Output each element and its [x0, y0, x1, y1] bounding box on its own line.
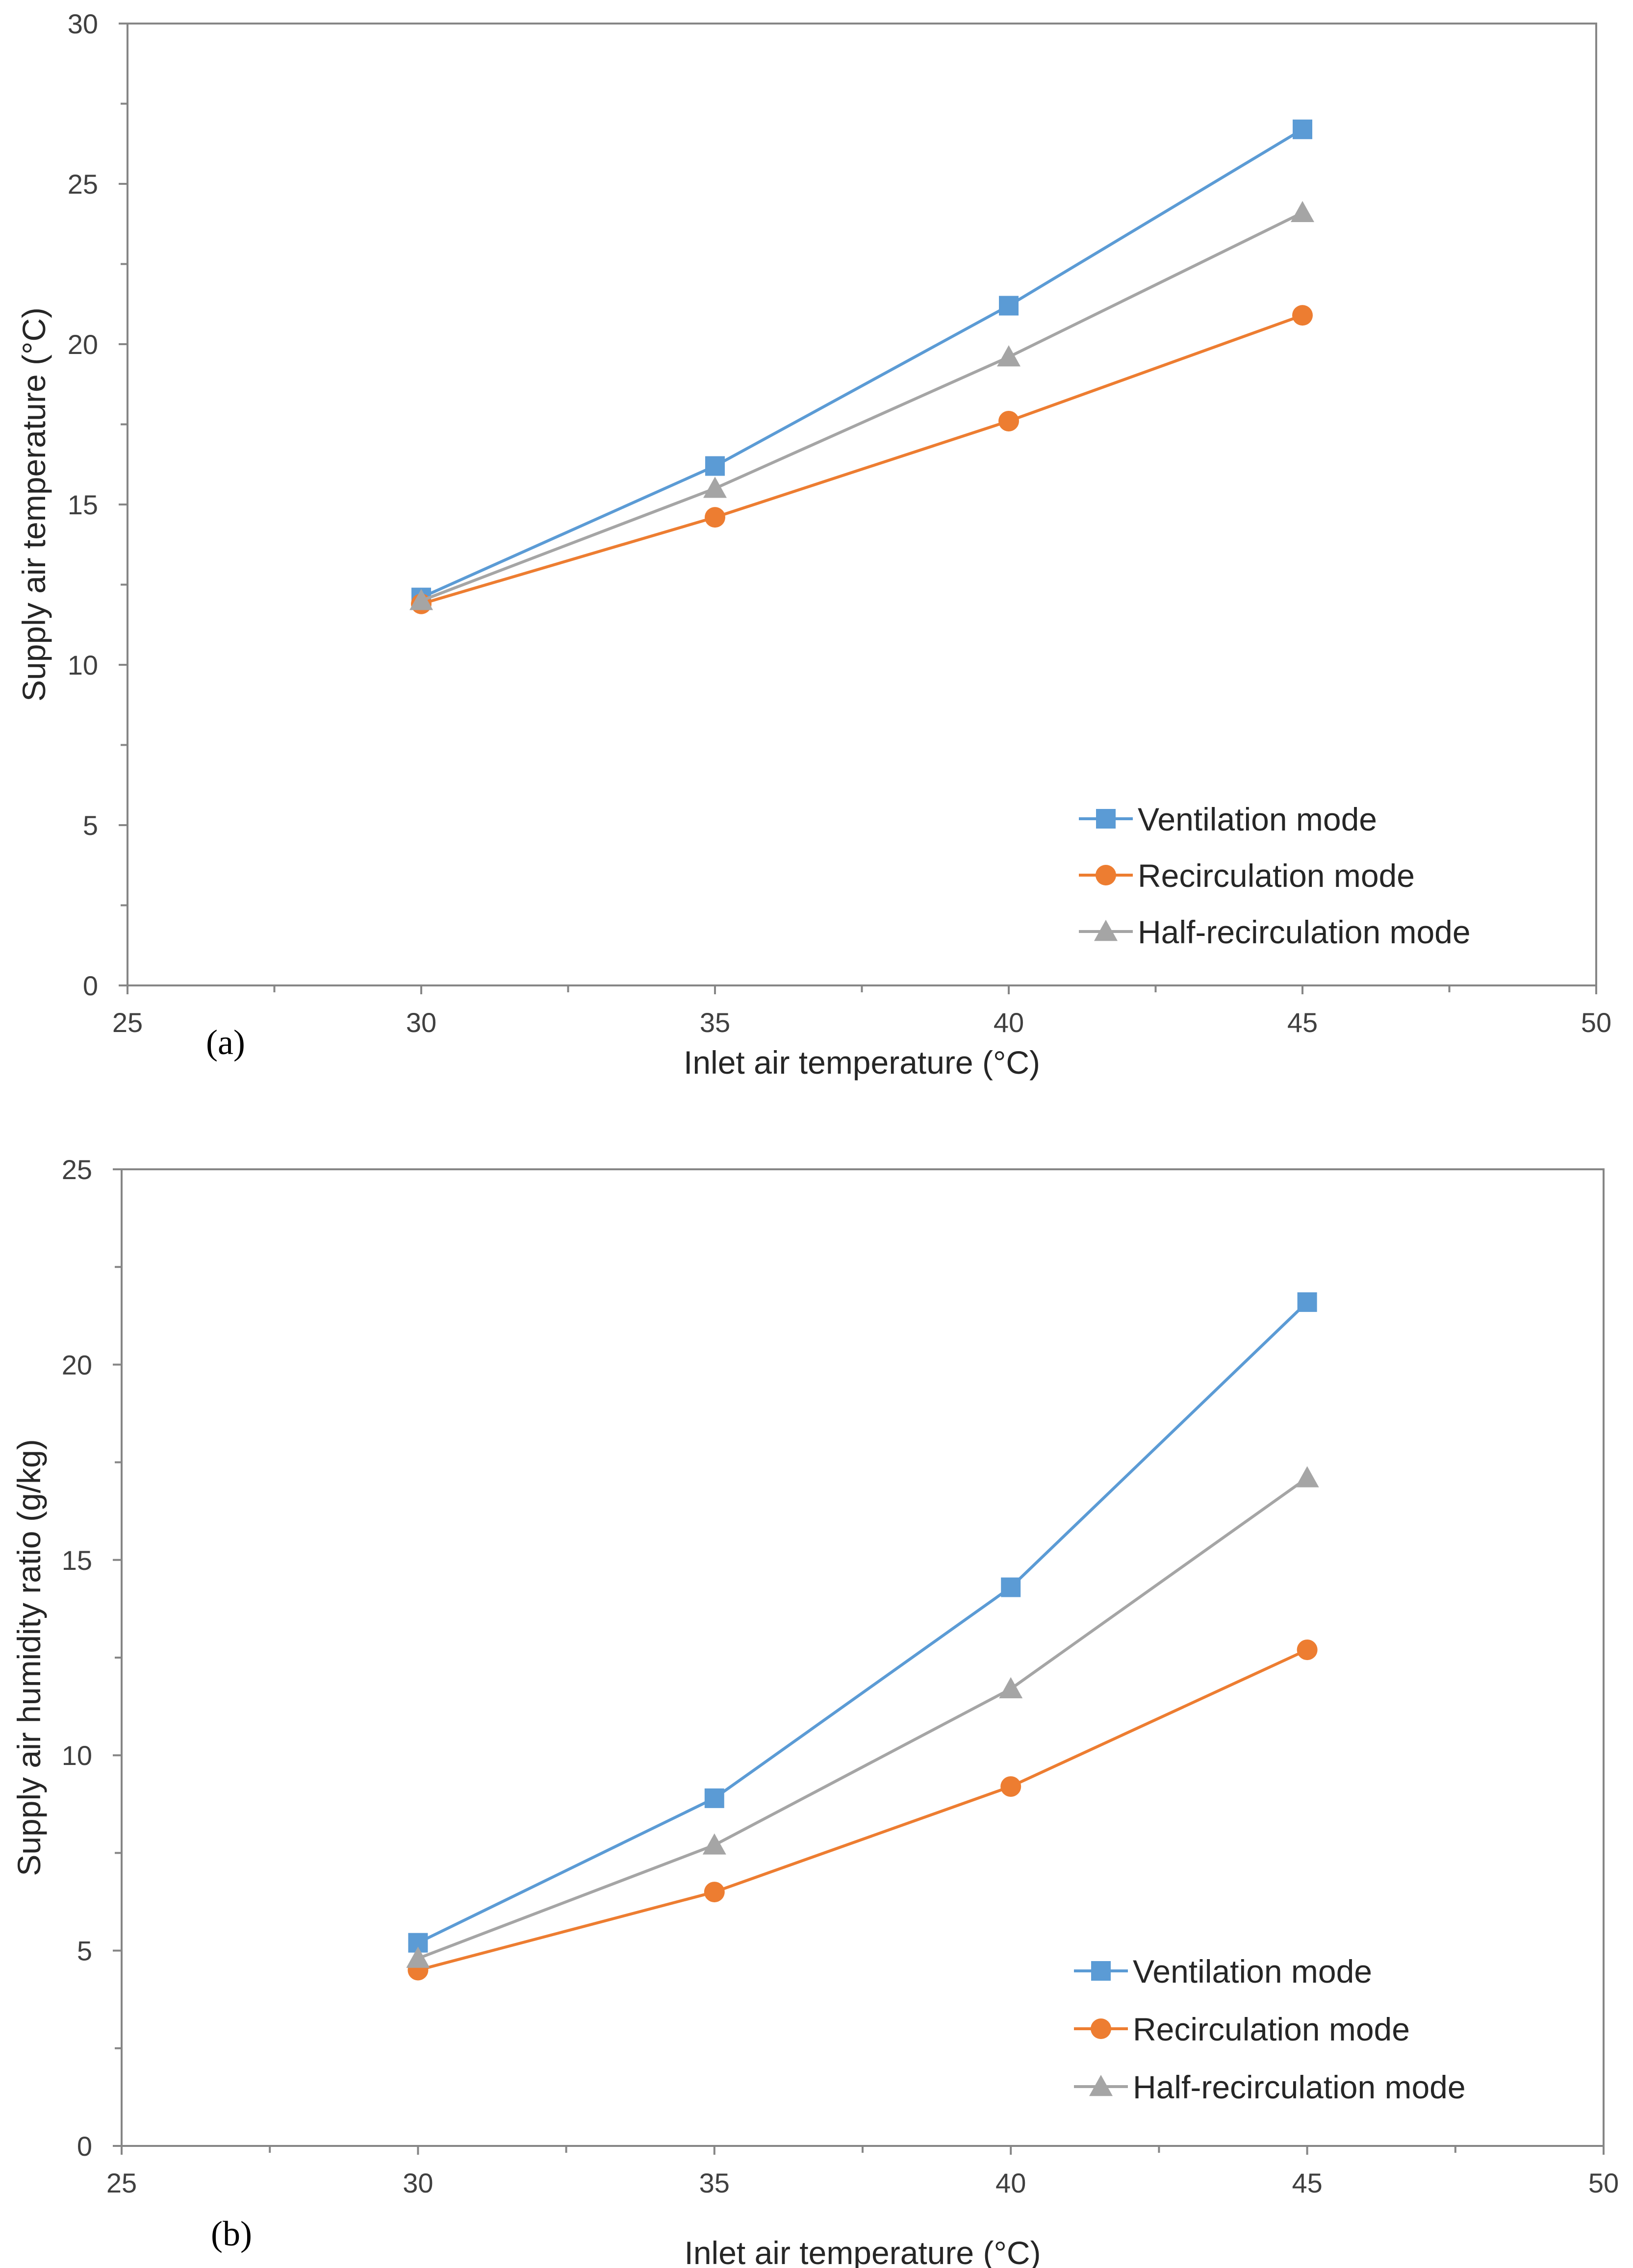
- legend-item-half-recirculation-mode: Half-recirculation mode: [1074, 2069, 1466, 2105]
- series-line-half-recirculation-mode: [417, 1477, 1308, 1960]
- legend-label: Half-recirculation mode: [1138, 914, 1471, 950]
- y-tick-label: 15: [62, 1545, 92, 1576]
- data-point-recirculation-mode: [1292, 305, 1313, 326]
- data-point-half-recirculation-mode: [997, 345, 1021, 367]
- legend-item-recirculation-mode: Recirculation mode: [1074, 2011, 1410, 2047]
- x-tick-label: 40: [994, 1007, 1024, 1038]
- x-tick-label: 25: [112, 1007, 143, 1038]
- legend-marker-recirculation-mode: [1096, 865, 1116, 885]
- legend-item-ventilation-mode: Ventilation mode: [1079, 801, 1377, 837]
- chart-b-supply-air-humidity-ratio: 25 30 35 40 45 50 0 5 10 15 20 25 Inlet air temperat…: [11, 1154, 1619, 2268]
- y-tick-label: 5: [77, 1936, 92, 1966]
- data-point-half-recirculation-mode: [703, 477, 727, 498]
- y-tick-label: 20: [68, 329, 98, 360]
- x-tick-label: 30: [403, 2167, 433, 2198]
- data-point-half-recirculation-mode: [1291, 201, 1314, 223]
- data-point-half-recirculation-mode: [1295, 1466, 1319, 1487]
- legend-item-recirculation-mode: Recirculation mode: [1079, 857, 1415, 894]
- data-point-ventilation-mode: [1001, 1577, 1021, 1597]
- data-point-half-recirculation-mode: [409, 589, 433, 610]
- x-tick-label: 45: [1287, 1007, 1318, 1038]
- legend-marker-recirculation-mode: [1091, 2018, 1111, 2039]
- y-axis-title: Supply air temperature (°C): [16, 307, 52, 702]
- chart-a-supply-air-temperature: 25 30 35 40 45 50 0 5 10 15 20 25 30 Inlet air temper…: [16, 8, 1611, 1081]
- series-ventilation-mode: [411, 119, 1312, 607]
- y-tick-label: 25: [62, 1154, 92, 1185]
- data-point-recirculation-mode: [704, 1882, 725, 1903]
- y-tick-label: 10: [62, 1740, 92, 1771]
- x-tick-label: 50: [1581, 1007, 1611, 1038]
- legend-item-ventilation-mode: Ventilation mode: [1074, 1953, 1372, 1990]
- legend-marker-ventilation-mode: [1096, 809, 1116, 829]
- legend-label: Half-recirculation mode: [1133, 2069, 1466, 2105]
- data-point-recirculation-mode: [1000, 1776, 1021, 1797]
- series-line-ventilation-mode: [420, 128, 1303, 599]
- x-tick-label: 45: [1292, 2167, 1322, 2198]
- y-axis-title: Supply air humidity ratio (g/kg): [11, 1439, 47, 1876]
- series-line-recirculation-mode: [417, 1648, 1308, 1972]
- y-tick-label: 5: [83, 810, 98, 841]
- data-point-ventilation-mode: [999, 296, 1019, 316]
- y-tick-label: 0: [83, 970, 98, 1001]
- data-point-ventilation-mode: [1297, 1292, 1317, 1312]
- series-half-recirculation-mode: [409, 201, 1314, 610]
- x-tick-label: 50: [1588, 2167, 1619, 2198]
- legend: Ventilation mode Recirculation mode Half-r…: [1079, 801, 1471, 950]
- data-point-half-recirculation-mode: [999, 1677, 1023, 1698]
- series-line-recirculation-mode: [421, 314, 1303, 605]
- series-line-half-recirculation-mode: [420, 211, 1303, 603]
- y-tick-label: 30: [68, 8, 98, 39]
- x-axis-title: Inlet air temperature (°C): [685, 2235, 1041, 2268]
- data-point-ventilation-mode: [704, 1788, 724, 1808]
- legend-label: Ventilation mode: [1138, 801, 1377, 837]
- x-tick-label: 25: [106, 2167, 137, 2198]
- data-point-recirculation-mode: [1297, 1639, 1318, 1661]
- legend-marker-half-recirculation-mode: [1094, 920, 1118, 941]
- x-axis-title: Inlet air temperature (°C): [684, 1044, 1040, 1081]
- data-point-ventilation-mode: [1293, 119, 1312, 139]
- y-tick-label: 15: [68, 489, 98, 520]
- x-tick-label: 35: [700, 1007, 730, 1038]
- data-point-recirculation-mode: [705, 507, 725, 528]
- legend-label: Recirculation mode: [1133, 2011, 1410, 2047]
- legend-item-half-recirculation-mode: Half-recirculation mode: [1079, 914, 1471, 950]
- legend-label: Recirculation mode: [1138, 857, 1415, 894]
- data-point-half-recirculation-mode: [406, 1946, 430, 1968]
- legend-marker-ventilation-mode: [1091, 1961, 1111, 1981]
- legend-marker-half-recirculation-mode: [1089, 2075, 1113, 2096]
- panel-label: (a): [206, 1023, 245, 1062]
- y-tick-label: 10: [68, 650, 98, 680]
- data-point-half-recirculation-mode: [702, 1833, 726, 1855]
- series-recirculation-mode: [411, 305, 1313, 614]
- series-recirculation-mode: [408, 1639, 1318, 1981]
- x-tick-label: 35: [699, 2167, 730, 2198]
- panel-label: (b): [211, 2214, 252, 2253]
- y-tick-label: 25: [68, 169, 98, 200]
- data-point-recirculation-mode: [998, 410, 1019, 431]
- series-half-recirculation-mode: [406, 1466, 1319, 1968]
- y-tick-label: 20: [62, 1349, 92, 1380]
- legend: Ventilation mode Recirculation mode Half-r…: [1074, 1953, 1466, 2105]
- x-tick-label: 30: [406, 1007, 436, 1038]
- series-ventilation-mode: [408, 1292, 1317, 1953]
- plot-area-border: [127, 23, 1597, 986]
- legend-label: Ventilation mode: [1133, 1953, 1372, 1990]
- y-tick-label: 0: [77, 2131, 92, 2162]
- series-line-ventilation-mode: [417, 1301, 1308, 1944]
- x-tick-label: 40: [995, 2167, 1026, 2198]
- plot-area-border: [121, 1168, 1605, 2147]
- data-point-ventilation-mode: [705, 456, 725, 476]
